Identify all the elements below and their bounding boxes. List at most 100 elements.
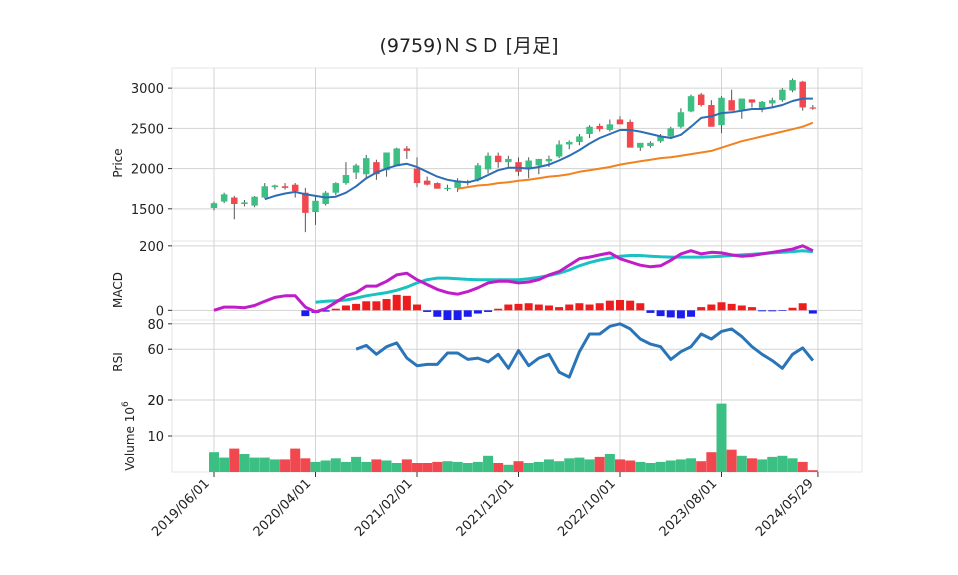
volume-bar xyxy=(716,403,727,472)
volume-bar xyxy=(746,458,757,472)
moving-average-long-line xyxy=(457,121,814,190)
candle-body xyxy=(373,162,380,175)
macd-histogram-bar xyxy=(778,310,787,311)
macd-histogram-bar xyxy=(707,304,716,311)
volume-bar xyxy=(310,461,321,472)
volume-bar xyxy=(797,461,808,472)
candle-body xyxy=(718,97,725,126)
macd-histogram-bar xyxy=(737,305,746,311)
volume-bar xyxy=(239,454,250,472)
rsi-axis-label: RSI xyxy=(111,352,125,372)
macd-histogram-bar xyxy=(321,310,330,312)
candle-body xyxy=(332,183,340,193)
volume-bar xyxy=(381,460,392,472)
volume-bar xyxy=(706,452,717,472)
volume-bar xyxy=(615,459,625,472)
macd-histogram-bar xyxy=(544,305,553,311)
volume-bar xyxy=(513,461,524,472)
candle-body xyxy=(363,158,370,175)
macd-histogram-bar xyxy=(484,310,493,312)
candle-body xyxy=(545,158,553,162)
candle-body xyxy=(555,144,563,157)
macd-histogram-bar xyxy=(382,299,391,311)
x-tick-label: 2021/02/01 xyxy=(352,476,416,540)
volume-bar xyxy=(462,463,473,472)
candle-body xyxy=(677,112,685,127)
macd-tick-label: 200 xyxy=(139,240,164,255)
volume-bar xyxy=(564,458,575,472)
candle-body xyxy=(271,185,279,188)
macd-histogram-bar xyxy=(747,307,756,311)
volume-bar xyxy=(503,464,514,472)
macd-histogram-bar xyxy=(788,307,797,311)
volume-bar xyxy=(229,448,240,472)
volume-bar xyxy=(371,459,382,472)
volume-bar xyxy=(290,448,301,472)
volume-bar xyxy=(340,461,351,472)
volume-bar xyxy=(726,449,737,472)
candle-body xyxy=(241,202,248,204)
candle-body xyxy=(789,80,796,91)
macd-histogram-bar xyxy=(372,301,381,311)
candle-body xyxy=(403,148,411,151)
macd-histogram-bar xyxy=(808,310,817,314)
volume-tick-label: 10 xyxy=(147,430,164,445)
candle-body xyxy=(586,126,593,134)
volume-bar xyxy=(523,463,534,472)
macd-histogram-bar xyxy=(646,310,655,313)
macd-histogram-bar xyxy=(656,310,665,317)
candle-body xyxy=(809,107,817,109)
macd-histogram-bar xyxy=(504,304,513,311)
candle-body xyxy=(454,180,461,188)
volume-bar xyxy=(269,459,280,472)
candle-body xyxy=(291,184,299,192)
candle-body xyxy=(220,194,228,202)
x-tick-label: 2019/06/01 xyxy=(149,476,213,540)
macd-histogram-bar xyxy=(727,303,736,311)
volume-bar xyxy=(351,456,362,472)
candle-body xyxy=(423,180,431,185)
candle-body xyxy=(799,81,806,108)
macd-signal-line xyxy=(315,249,814,304)
volume-bar xyxy=(361,461,372,472)
price-tick-label: 3000 xyxy=(131,82,164,97)
candle-body xyxy=(261,186,268,198)
macd-histogram-bar xyxy=(798,303,807,311)
candle-body xyxy=(667,128,674,137)
volume-bar xyxy=(219,457,230,472)
macd-histogram-bar xyxy=(473,310,482,314)
macd-histogram-bar xyxy=(362,301,371,311)
macd-histogram-bar xyxy=(341,305,350,311)
volume-bar xyxy=(787,458,798,472)
macd-histogram-bar xyxy=(616,300,624,311)
candle-body xyxy=(281,186,289,188)
volume-bar xyxy=(554,461,565,472)
candle-body xyxy=(434,183,441,189)
macd-histogram-bar xyxy=(453,310,462,320)
macd-histogram-bar xyxy=(555,307,564,311)
macd-histogram-bar xyxy=(534,304,543,311)
macd-histogram-bar xyxy=(605,300,614,311)
candle-body xyxy=(687,96,695,112)
macd-line xyxy=(213,244,814,314)
candle-body xyxy=(393,148,400,167)
volume-bar xyxy=(259,457,270,472)
rsi-line xyxy=(355,322,815,379)
volume-bar xyxy=(543,459,554,472)
volume-bar xyxy=(675,459,686,472)
rsi-tick-label: 80 xyxy=(147,318,164,333)
volume-bar xyxy=(736,455,747,472)
volume-bar xyxy=(645,463,656,472)
volume-bar xyxy=(767,456,778,472)
candle-body xyxy=(626,121,634,148)
volume-bar xyxy=(574,457,585,472)
macd-histogram-bar xyxy=(413,304,421,311)
price-axis-label: Price xyxy=(111,148,125,177)
marks-layer xyxy=(209,78,818,472)
macd-histogram-bar xyxy=(758,310,767,312)
price-tick-label: 2000 xyxy=(131,163,164,178)
candle-body xyxy=(769,100,776,104)
candle-body xyxy=(494,155,502,163)
macd-axis-label: MACD xyxy=(111,272,125,308)
volume-bar xyxy=(320,460,331,472)
